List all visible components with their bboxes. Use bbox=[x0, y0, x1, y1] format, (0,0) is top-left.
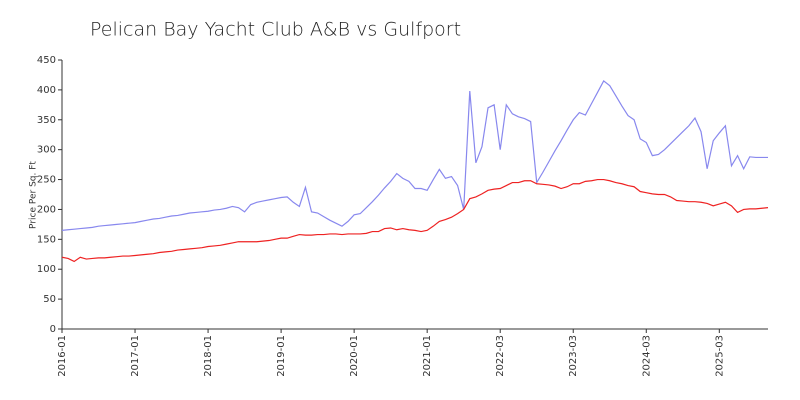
x-tick-label: 2024-03 bbox=[641, 335, 652, 377]
y-tick-label: 200 bbox=[37, 204, 56, 215]
y-tick-label: 400 bbox=[37, 85, 56, 96]
y-tick-label: 450 bbox=[37, 55, 56, 66]
y-tick-label: 0 bbox=[50, 324, 56, 335]
x-tick-label: 2025-03 bbox=[714, 335, 725, 377]
y-tick-label: 150 bbox=[37, 234, 56, 245]
x-tick-label: 2016-01 bbox=[57, 335, 68, 377]
chart-title: Pelican Bay Yacht Club A&B vs Gulfport bbox=[90, 19, 461, 41]
x-tick-label: 2023-03 bbox=[568, 335, 579, 377]
y-tick-label: 300 bbox=[37, 145, 56, 156]
x-tick-label: 2020-01 bbox=[349, 335, 360, 377]
x-tick-label: 2019-01 bbox=[276, 335, 287, 377]
x-tick-label: 2017-01 bbox=[130, 335, 141, 377]
x-tick-label: 2022-03 bbox=[495, 335, 506, 377]
x-tick-label: 2018-01 bbox=[203, 335, 214, 377]
y-tick-label: 350 bbox=[37, 115, 56, 126]
y-tick-label: 100 bbox=[37, 264, 56, 275]
y-tick-label: 50 bbox=[43, 294, 56, 305]
y-axis-label: Price Per Sq. Ft bbox=[29, 161, 39, 229]
x-tick-label: 2021-01 bbox=[422, 335, 433, 377]
series-line bbox=[61, 178, 769, 263]
series-line bbox=[61, 80, 768, 231]
y-tick-label: 250 bbox=[37, 175, 56, 186]
